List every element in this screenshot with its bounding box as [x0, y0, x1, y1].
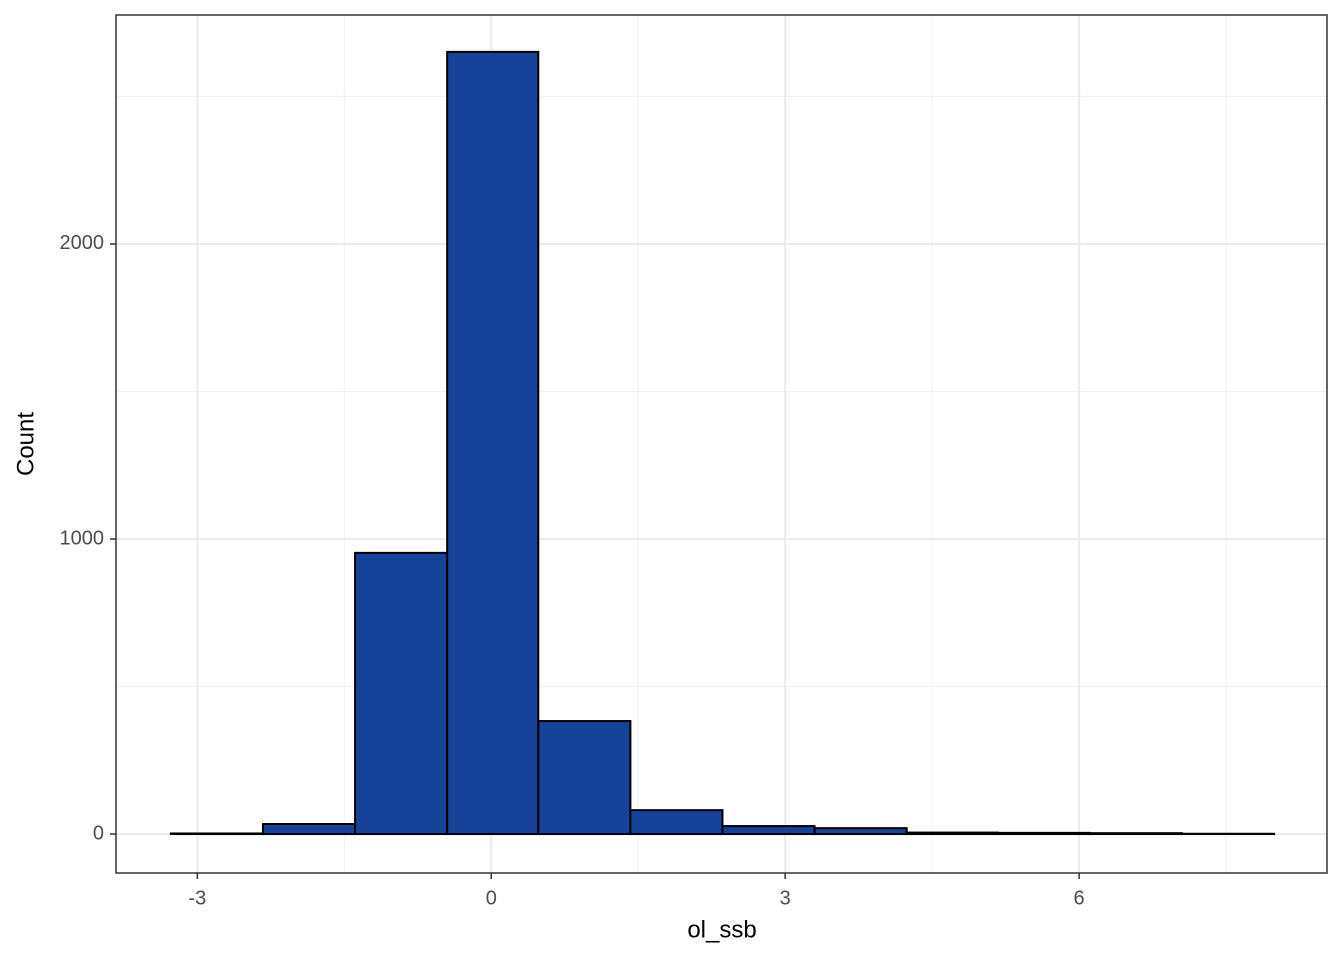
bar: [446, 50, 540, 836]
bar: [813, 827, 908, 836]
bar: [354, 551, 449, 836]
y-tick-label: 1000: [60, 527, 105, 549]
bar: [169, 832, 264, 836]
bar: [721, 825, 816, 836]
bar: [629, 809, 724, 836]
y-axis-title: Count: [12, 412, 39, 476]
x-tick-label: 6: [1074, 887, 1085, 909]
x-axis-title: ol_ssb: [687, 916, 756, 943]
bar: [905, 831, 999, 836]
bar: [537, 720, 632, 836]
bar: [996, 831, 1091, 836]
y-tick-label: 2000: [60, 232, 105, 254]
x-tick-label: 0: [486, 887, 497, 909]
x-tick-label: -3: [188, 887, 206, 909]
x-tick-label: 3: [780, 887, 791, 909]
bar: [1088, 832, 1183, 836]
y-tick-label: 0: [93, 822, 104, 844]
bar: [261, 823, 357, 836]
plot-border: [115, 14, 1328, 874]
